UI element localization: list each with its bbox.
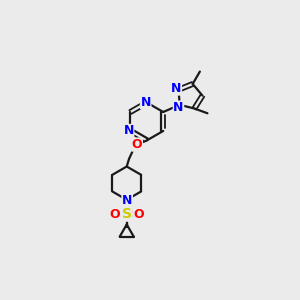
Text: S: S (122, 207, 132, 221)
Text: N: N (173, 101, 184, 114)
Text: N: N (171, 82, 181, 95)
Text: N: N (122, 194, 132, 207)
Text: O: O (133, 208, 144, 220)
Text: N: N (140, 96, 151, 109)
Text: O: O (132, 138, 142, 151)
Text: N: N (123, 124, 134, 137)
Text: O: O (110, 208, 121, 220)
